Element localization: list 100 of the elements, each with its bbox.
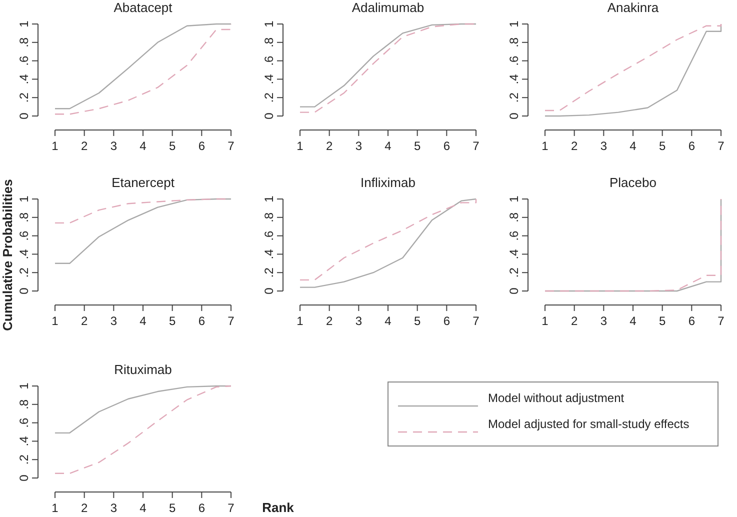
y-tick-label: 1 — [17, 382, 31, 390]
y-tick-label: .6 — [17, 230, 31, 241]
y-tick-label: .4 — [17, 248, 31, 260]
x-tick-label: 2 — [80, 139, 88, 153]
x-tick-label: 7 — [228, 501, 235, 515]
chart-title: Adalimumab — [352, 0, 424, 15]
y-tick-label: .8 — [507, 37, 521, 48]
x-tick-label: 6 — [688, 139, 696, 153]
x-tick-label: 4 — [140, 501, 147, 515]
y-tick-label: .6 — [507, 55, 521, 66]
x-tick-label: 7 — [472, 139, 480, 153]
y-tick-label: .8 — [262, 37, 276, 48]
y-tick-label: .8 — [17, 399, 31, 410]
y-tick-label: .4 — [262, 74, 276, 84]
chart-title: Rituximab — [114, 362, 172, 377]
x-tick-label: 4 — [140, 314, 147, 328]
x-tick-label: 5 — [658, 314, 666, 328]
x-tick-label: 5 — [658, 139, 666, 153]
y-tick-label: .2 — [17, 454, 31, 465]
line-series — [54, 385, 232, 474]
x-tick-label: 6 — [688, 314, 696, 328]
y-tick-label: 1 — [507, 20, 521, 28]
y-tick-label: .2 — [17, 267, 31, 278]
x-tick-label: 5 — [168, 139, 176, 153]
chart-title: Infliximab — [360, 175, 416, 190]
x-tick-label: 3 — [600, 139, 608, 153]
x-tick-label: 1 — [296, 139, 304, 153]
y-tick-label: .4 — [17, 74, 31, 84]
chart-title: Abatacept — [114, 0, 173, 15]
y-tick-label: 0 — [17, 112, 31, 120]
y-tick-label: .4 — [262, 248, 276, 260]
text: Model without adjustment — [488, 391, 625, 405]
x-tick-label: 5 — [168, 314, 176, 328]
y-tick-label: .2 — [262, 267, 276, 278]
x-tick-label: 3 — [110, 501, 118, 515]
y-tick-label: .2 — [507, 92, 521, 103]
y-tick-label: .8 — [262, 212, 276, 222]
y-tick-label: 1 — [17, 20, 31, 28]
x-tick-label: 2 — [570, 314, 578, 328]
y-tick-label: 0 — [17, 474, 31, 482]
x-tick-label: 1 — [542, 139, 549, 153]
chart-title: Etanercept — [112, 175, 175, 190]
y-tick-label: 0 — [17, 287, 31, 294]
x-tick-label: 3 — [110, 314, 118, 328]
y-tick-label: 0 — [507, 287, 521, 294]
x-tick-label: 6 — [198, 314, 206, 328]
x-tick-label: 7 — [718, 139, 725, 153]
x-tick-label: 3 — [355, 139, 362, 153]
y-tick-label: .2 — [17, 92, 31, 103]
x-tick-label: 1 — [52, 314, 59, 328]
x-tick-label: 2 — [326, 139, 333, 153]
x-tick-label: 6 — [198, 139, 206, 153]
x-tick-label: 6 — [443, 139, 450, 153]
x-tick-label: 4 — [630, 139, 637, 153]
y-tick-label: .4 — [507, 74, 521, 84]
x-tick-label: 5 — [414, 139, 421, 153]
y-tick-label: .2 — [262, 92, 276, 103]
y-tick-label: .6 — [507, 230, 521, 241]
y-tick-label: .4 — [507, 248, 521, 260]
x-tick-label: 5 — [168, 501, 176, 515]
y-axis-title: Cumulative Probabilities — [0, 179, 15, 331]
x-tick-label: 1 — [52, 501, 59, 515]
y-tick-label: .6 — [17, 55, 31, 66]
x-tick-label: 6 — [443, 314, 450, 328]
x-tick-label: 4 — [384, 139, 392, 153]
x-tick-label: 1 — [542, 314, 549, 328]
x-tick-label: 2 — [80, 314, 88, 328]
x-tick-label: 7 — [718, 314, 725, 328]
x-tick-label: 7 — [472, 314, 480, 328]
y-tick-label: .2 — [507, 267, 521, 278]
y-tick-label: 1 — [507, 195, 521, 202]
x-tick-label: 2 — [326, 314, 333, 328]
y-tick-label: 0 — [262, 287, 276, 294]
x-tick-label: 4 — [140, 139, 147, 153]
x-tick-label: 2 — [570, 139, 578, 153]
x-tick-label: 1 — [52, 139, 59, 153]
x-tick-label: 4 — [384, 314, 392, 328]
chart-title: Anakinra — [607, 0, 660, 15]
x-axis-title: Rank — [262, 500, 295, 515]
x-tick-label: 5 — [414, 314, 421, 328]
y-tick-label: .4 — [17, 436, 31, 446]
x-tick-label: 3 — [600, 314, 608, 328]
y-tick-label: .6 — [262, 55, 276, 66]
chart-title: Placebo — [610, 175, 656, 190]
x-tick-label: 2 — [80, 501, 88, 515]
y-tick-label: 0 — [507, 112, 521, 120]
y-tick-label: .8 — [17, 37, 31, 48]
y-tick-label: .8 — [507, 212, 521, 222]
x-tick-label: 1 — [296, 314, 304, 328]
y-tick-label: 1 — [262, 195, 276, 202]
x-tick-label: 3 — [110, 139, 118, 153]
y-tick-label: 1 — [262, 20, 276, 28]
x-tick-label: 7 — [228, 139, 235, 153]
x-tick-label: 3 — [355, 314, 362, 328]
x-tick-label: 6 — [198, 501, 206, 515]
y-tick-label: 1 — [17, 195, 31, 202]
y-tick-label: 0 — [262, 112, 276, 120]
line-series — [54, 198, 232, 264]
y-tick-label: .8 — [17, 212, 31, 222]
y-tick-label: .6 — [17, 417, 31, 428]
